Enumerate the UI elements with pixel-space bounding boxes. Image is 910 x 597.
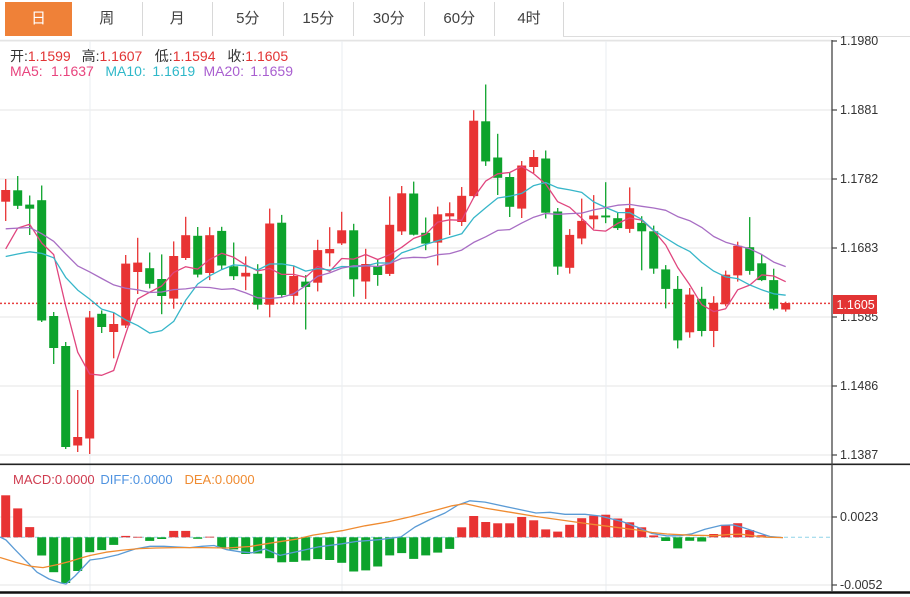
svg-text:1.1605: 1.1605 <box>837 298 875 312</box>
svg-text:1.1683: 1.1683 <box>840 241 878 255</box>
svg-text:1.1782: 1.1782 <box>840 172 878 186</box>
svg-text:1.1980: 1.1980 <box>840 34 878 48</box>
svg-text:1.1881: 1.1881 <box>840 103 878 117</box>
svg-text:1.1387: 1.1387 <box>840 448 878 462</box>
svg-text:1.1486: 1.1486 <box>840 379 878 393</box>
svg-text:-0.0052: -0.0052 <box>840 578 882 592</box>
svg-text:0.0023: 0.0023 <box>840 510 878 524</box>
